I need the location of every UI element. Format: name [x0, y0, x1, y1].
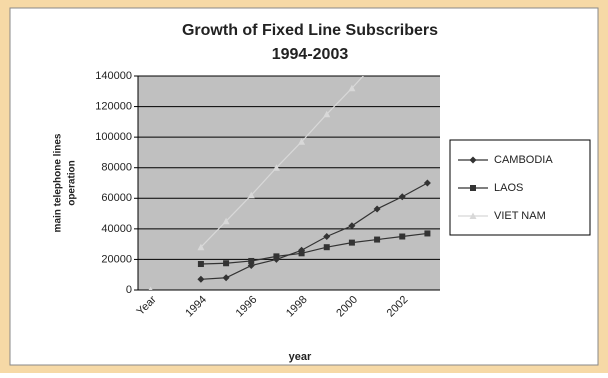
- marker: [273, 253, 280, 260]
- marker: [399, 233, 406, 240]
- legend-label: CAMBODIA: [494, 154, 553, 166]
- marker: [248, 257, 255, 264]
- marker: [373, 205, 381, 213]
- marker: [298, 250, 305, 257]
- y-tick-label: 0: [126, 284, 132, 296]
- legend-label: VIET NAM: [494, 210, 546, 222]
- marker: [197, 243, 205, 251]
- x-axis-label: year: [289, 351, 312, 363]
- marker: [348, 239, 355, 246]
- marker: [374, 236, 381, 243]
- y-tick-label: 20000: [101, 253, 132, 265]
- y-tick-label: 60000: [101, 192, 132, 204]
- marker: [197, 275, 205, 283]
- marker: [272, 164, 280, 171]
- marker: [223, 260, 230, 267]
- marker: [323, 244, 330, 251]
- series-line: [200, 76, 364, 248]
- marker: [222, 274, 230, 282]
- marker: [222, 217, 230, 225]
- marker: [398, 193, 406, 201]
- plot-area: [138, 76, 440, 290]
- marker: [470, 185, 476, 191]
- y-axis-label: main telephone lines: [53, 133, 64, 232]
- y-tick-label: 140000: [95, 70, 132, 82]
- y-tick-label: 40000: [101, 223, 132, 235]
- y-tick-label: 100000: [95, 131, 132, 143]
- marker: [423, 179, 431, 187]
- marker: [348, 222, 356, 230]
- chart-subtitle: 1994-2003: [272, 46, 349, 63]
- y-tick-label: 120000: [95, 100, 132, 112]
- y-tick-label: 80000: [101, 162, 132, 174]
- marker: [323, 233, 331, 240]
- series-line: [200, 232, 428, 265]
- marker: [298, 138, 306, 145]
- marker: [469, 156, 477, 164]
- marker: [272, 255, 280, 263]
- marker: [469, 212, 477, 219]
- marker: [348, 84, 356, 92]
- marker: [197, 261, 204, 268]
- marker: [323, 110, 331, 118]
- legend-label: LAOS: [494, 182, 523, 194]
- marker: [247, 191, 255, 199]
- marker: [424, 230, 431, 237]
- y-axis-label: operation: [67, 160, 78, 206]
- chart-title: Growth of Fixed Line Subscribers: [182, 22, 438, 39]
- series-layer: [148, 76, 431, 290]
- series-line: [200, 182, 428, 280]
- marker: [148, 286, 153, 290]
